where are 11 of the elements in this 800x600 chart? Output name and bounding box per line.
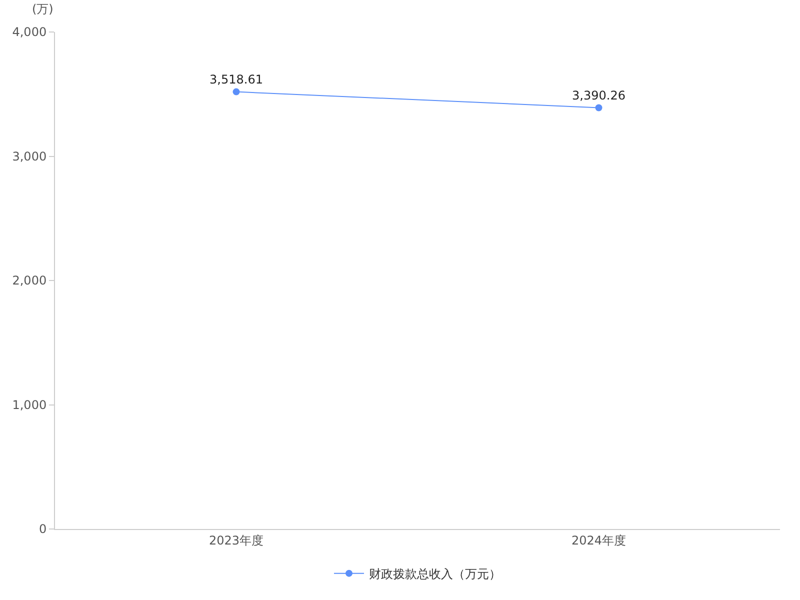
y-tick-label: 2,000 [12, 274, 47, 288]
y-axis-title: (万) [32, 2, 54, 16]
y-tick-label: 1,000 [12, 398, 47, 412]
y-tick-label: 3,000 [12, 149, 47, 164]
data-label: 3,518.61 [210, 72, 263, 86]
y-tick-label: 0 [38, 522, 47, 536]
data-label: 3,390.26 [572, 88, 626, 102]
y-tick-label: 4,000 [12, 25, 47, 40]
x-tick-label: 2024年度 [571, 533, 626, 548]
legend-label: 财政拨款总收入（万元） [369, 567, 501, 581]
x-tick-label: 2023年度 [208, 533, 264, 548]
